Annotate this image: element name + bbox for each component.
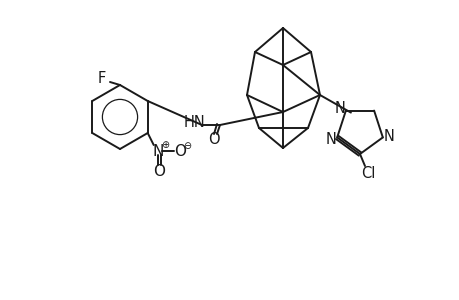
- Text: O: O: [174, 143, 185, 158]
- Text: ⊕: ⊕: [160, 140, 168, 150]
- Text: N: N: [151, 143, 163, 158]
- Text: HN: HN: [184, 115, 206, 130]
- Text: O: O: [152, 164, 164, 178]
- Text: N: N: [382, 129, 393, 144]
- Text: N: N: [334, 101, 345, 116]
- Text: Cl: Cl: [360, 166, 375, 181]
- Text: ⊖: ⊖: [182, 141, 190, 151]
- Text: O: O: [208, 131, 219, 146]
- Text: F: F: [98, 70, 106, 86]
- Text: N: N: [325, 132, 336, 147]
